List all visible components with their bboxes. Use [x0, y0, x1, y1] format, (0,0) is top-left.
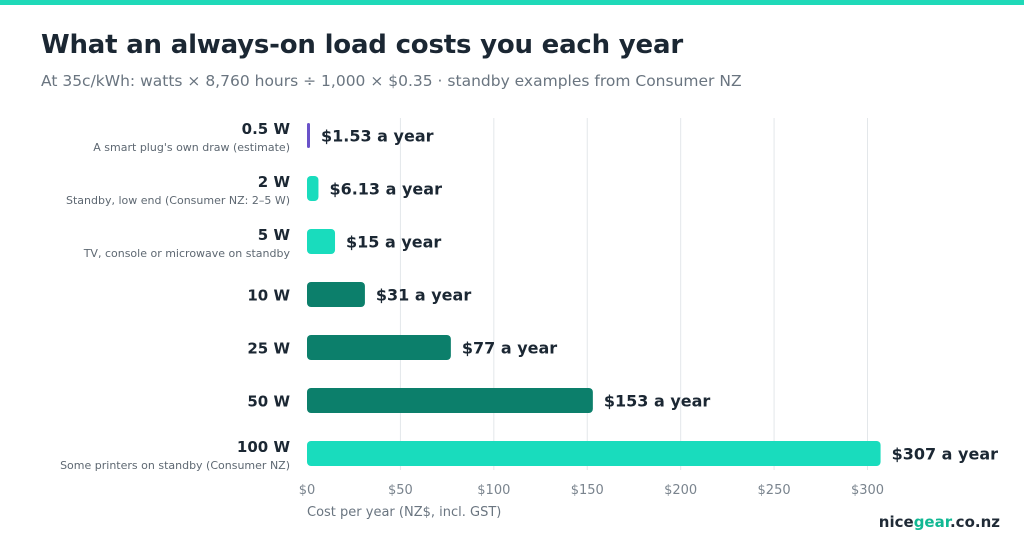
category-label: 5 W — [258, 226, 291, 244]
data-label: $6.13 a year — [329, 180, 442, 199]
category-label: 0.5 W — [242, 120, 291, 138]
x-tick-label: $0 — [299, 483, 316, 498]
brand-part-domain: .co.nz — [949, 513, 1000, 531]
x-axis-label: Cost per year (NZ$, incl. GST) — [307, 505, 501, 520]
x-tick-label: $100 — [477, 483, 510, 498]
category-label: 10 W — [247, 287, 290, 305]
chart-subtitle: At 35c/kWh: watts × 8,760 hours ÷ 1,000 … — [41, 72, 742, 90]
data-label: $153 a year — [604, 392, 711, 411]
x-tick-label: $200 — [664, 483, 697, 498]
data-label: $31 a year — [376, 286, 471, 305]
category-sublabel: Some printers on standby (Consumer NZ) — [60, 459, 290, 472]
category-label: 25 W — [247, 340, 290, 358]
x-tick-label: $150 — [571, 483, 604, 498]
bar[interactable] — [307, 441, 881, 466]
bar[interactable] — [307, 229, 336, 254]
bar[interactable] — [307, 388, 593, 413]
data-label: $15 a year — [346, 233, 441, 252]
chart-title: What an always-on load costs you each ye… — [41, 30, 683, 60]
brand-part-nice: nice — [878, 513, 914, 531]
data-label: $77 a year — [462, 339, 557, 358]
x-tick-label: $50 — [388, 483, 413, 498]
bar[interactable] — [307, 123, 310, 148]
category-sublabel: A smart plug's own draw (estimate) — [93, 141, 290, 154]
data-label: $1.53 a year — [321, 127, 434, 146]
category-label: 50 W — [247, 393, 290, 411]
bar[interactable] — [307, 176, 319, 201]
category-label: 100 W — [237, 438, 291, 456]
brand-logo[interactable]: nicegear.co.nz — [879, 513, 1000, 531]
category-sublabel: Standby, low end (Consumer NZ: 2–5 W) — [66, 194, 290, 207]
x-tick-label: $300 — [851, 483, 884, 498]
bar[interactable] — [307, 282, 365, 307]
category-sublabel: TV, console or microwave on standby — [83, 247, 291, 260]
category-label: 2 W — [258, 173, 291, 191]
top-accent-bar — [0, 0, 1024, 5]
brand-part-gear: gear — [913, 513, 950, 531]
x-tick-label: $250 — [758, 483, 791, 498]
bar[interactable] — [307, 335, 451, 360]
data-label: $307 a year — [892, 445, 999, 464]
